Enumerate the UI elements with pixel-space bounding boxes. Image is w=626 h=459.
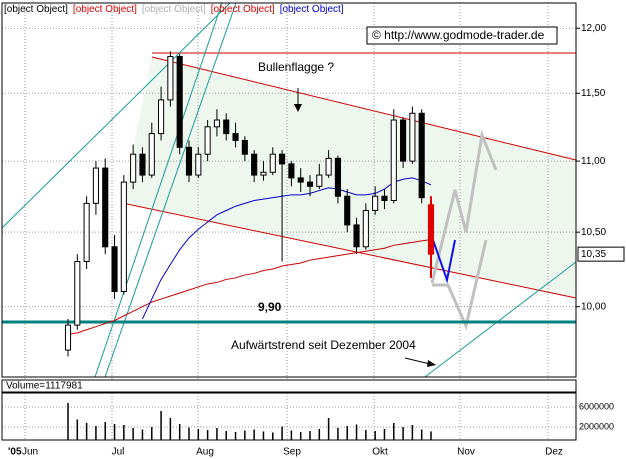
moving-average bbox=[67, 238, 432, 335]
header-item: [object Object] bbox=[73, 4, 137, 15]
candle-body bbox=[102, 167, 109, 248]
candle-body bbox=[269, 153, 276, 173]
candle-body bbox=[306, 181, 314, 187]
header-item: [object Object] bbox=[142, 4, 206, 15]
y-tick-label: 12,00 bbox=[581, 23, 606, 34]
candle-body bbox=[195, 153, 202, 176]
candle-body bbox=[288, 163, 295, 179]
y-tick-label: 11,50 bbox=[581, 88, 606, 99]
candle-body bbox=[427, 204, 435, 255]
candle-body bbox=[92, 167, 99, 204]
candle-body bbox=[176, 56, 183, 148]
y-tick-label: 10,50 bbox=[581, 227, 606, 238]
annotation: Aufwärtstrend seit Dezember 2004 bbox=[231, 338, 416, 352]
candle-body bbox=[213, 119, 220, 128]
candle-body bbox=[362, 210, 369, 248]
candle-body bbox=[111, 246, 118, 292]
candle-body bbox=[353, 224, 360, 248]
candle-body bbox=[64, 324, 72, 351]
volume-frame bbox=[1, 392, 577, 441]
x-tick-label: Dez bbox=[545, 447, 563, 458]
data-layer bbox=[2, 51, 576, 440]
price-frame bbox=[1, 2, 577, 378]
candle-body bbox=[381, 195, 388, 202]
candle-body bbox=[297, 177, 304, 183]
candle-body bbox=[409, 112, 416, 162]
candle-body bbox=[120, 181, 127, 292]
x-tick-label: Sep bbox=[283, 447, 301, 458]
drawings bbox=[1, 2, 577, 378]
candle-body bbox=[418, 112, 425, 199]
candle-body bbox=[316, 174, 323, 187]
candle-body bbox=[74, 261, 81, 326]
y-tick-label: 2000000 bbox=[579, 421, 614, 431]
candle-body bbox=[279, 153, 286, 165]
header-item: [object Object] bbox=[280, 4, 344, 15]
x-tick-label: Jun bbox=[22, 447, 38, 458]
volume-header-frame bbox=[1, 379, 577, 393]
candle-body bbox=[130, 153, 137, 183]
candle-body bbox=[251, 153, 258, 176]
candle-body bbox=[400, 119, 407, 162]
candle-body bbox=[344, 195, 351, 226]
x-tick-label: Nov bbox=[457, 447, 475, 458]
header: [object Object] [object Object] [object Ob… bbox=[4, 4, 344, 15]
candle-body bbox=[241, 139, 248, 155]
flag-area bbox=[122, 57, 576, 298]
moving-average bbox=[142, 177, 432, 320]
candle-body bbox=[390, 119, 397, 202]
candle-body bbox=[167, 56, 174, 101]
candle-body bbox=[204, 126, 211, 155]
candle-body bbox=[260, 171, 267, 176]
y-tick-label: 6000000 bbox=[579, 401, 614, 411]
x-tick-label: '05 bbox=[8, 447, 22, 458]
candle-body bbox=[139, 153, 146, 176]
candle-body bbox=[325, 157, 332, 176]
y-tick-label: 10,00 bbox=[581, 301, 606, 312]
y-tick-label: 11,00 bbox=[581, 156, 606, 167]
copyright-box bbox=[366, 26, 558, 45]
annotation: Bullenflagge ? bbox=[258, 60, 334, 74]
candle-body bbox=[232, 133, 239, 141]
candle-body bbox=[158, 99, 165, 135]
candle-body bbox=[148, 133, 155, 176]
last-price: 10,35 bbox=[581, 249, 606, 260]
candle-body bbox=[223, 119, 230, 135]
candle-body bbox=[334, 157, 341, 197]
volume-title: Volume=1117981 bbox=[6, 381, 83, 392]
header-item: [object Object] bbox=[211, 4, 275, 15]
level-label: 9,90 bbox=[258, 300, 282, 314]
copyright: © http://www.godmode-trader.de bbox=[372, 28, 545, 42]
x-tick-label: Jul bbox=[112, 447, 125, 458]
candle-body bbox=[372, 195, 379, 212]
last-price-box bbox=[577, 246, 625, 262]
month-grid bbox=[24, 3, 549, 440]
candle-body bbox=[83, 202, 90, 263]
x-tick-label: Aug bbox=[196, 447, 214, 458]
header-item: [object Object] bbox=[4, 4, 68, 15]
candle-body bbox=[185, 146, 193, 176]
x-tick-label: Okt bbox=[372, 447, 388, 458]
